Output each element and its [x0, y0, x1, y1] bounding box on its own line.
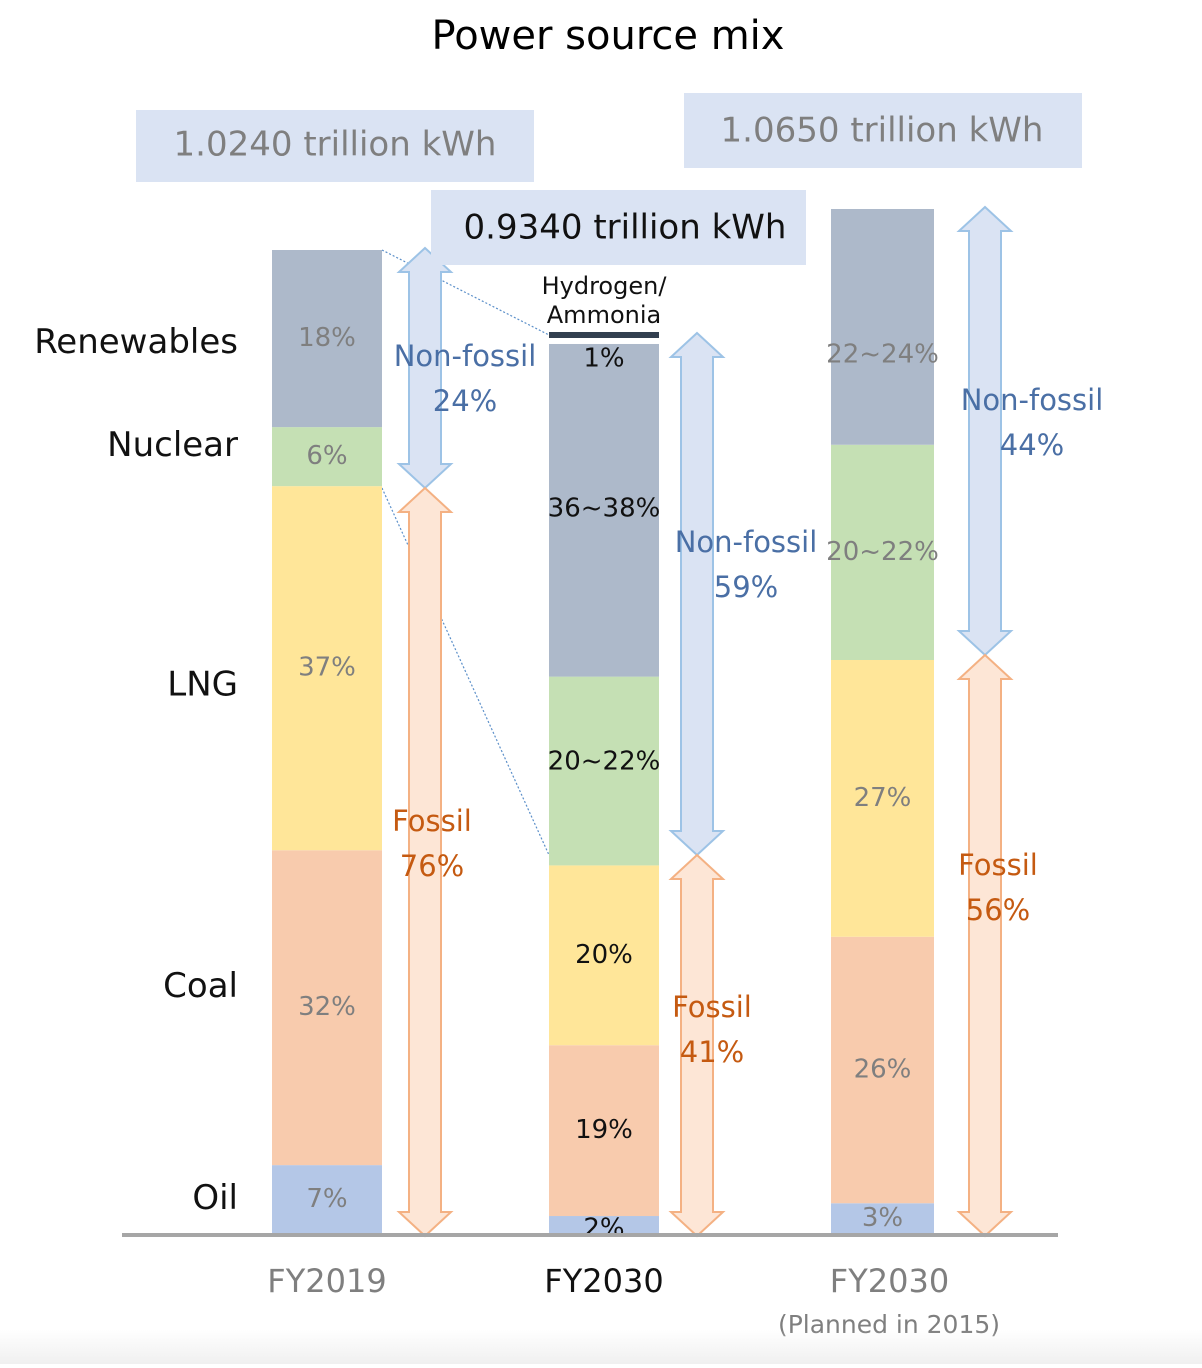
- bar-2-group-pct-0: 44%: [1000, 428, 1064, 462]
- bar-1-value-label-0: 2%: [583, 1214, 624, 1244]
- bar-0-total-box: [136, 110, 534, 182]
- bar-0-value-label-3: 6%: [306, 441, 347, 471]
- x-tick-sublabel-2: (Planned in 2015): [778, 1310, 1000, 1339]
- bar-0-value-label-0: 7%: [306, 1184, 347, 1214]
- bar-0-segment-renewables: [272, 250, 382, 428]
- bar-2-group-name-1: Fossil: [958, 848, 1038, 882]
- bar-1-segment-lng: [549, 865, 659, 1046]
- bar-1-group-name-1: Fossil: [672, 990, 752, 1024]
- bar-1-value-label-4: 36~38%: [548, 494, 661, 524]
- bar-2-group-pct-1: 56%: [966, 893, 1030, 927]
- category-label-oil: Oil: [192, 1178, 238, 1218]
- category-label-renewables: Renewables: [34, 322, 238, 362]
- bar-2-value-label-4: 22~24%: [826, 340, 939, 370]
- guide-line-bottom: [381, 487, 550, 856]
- bar-1-group-name-0: Non-fossil: [675, 525, 818, 559]
- category-label-coal: Coal: [163, 966, 238, 1006]
- bar-1-segment-hydrogen-ammonia: [549, 332, 659, 338]
- bar-2-value-label-0: 3%: [862, 1203, 903, 1233]
- bar-2-segment-nuclear: [831, 444, 934, 660]
- bar-1-value-label-5: 1%: [583, 344, 624, 374]
- category-label-lng: LNG: [167, 665, 238, 705]
- guide-line-top: [381, 249, 550, 336]
- bar-1-group-pct-0: 59%: [714, 570, 778, 604]
- bar-0-segment-lng: [272, 486, 382, 851]
- bar-2-value-label-1: 26%: [854, 1055, 912, 1085]
- bar-2-value-label-2: 27%: [854, 783, 912, 813]
- bar-1-segment-oil: [549, 1216, 659, 1234]
- bar-0-segment-coal: [272, 850, 382, 1166]
- bar-2-value-label-3: 20~22%: [826, 537, 939, 567]
- bar-0-segment-oil: [272, 1165, 382, 1234]
- bar-1-total-label: 0.9340 trillion kWh: [464, 208, 787, 248]
- bar-0-group-pct-1: 76%: [400, 849, 464, 883]
- category-label-nuclear: Nuclear: [107, 425, 238, 465]
- bar-0-group-pct-0: 24%: [433, 384, 497, 418]
- bar-0-value-label-4: 18%: [298, 323, 356, 353]
- x-tick-label-1: FY2030: [544, 1262, 663, 1300]
- x-tick-label-0: FY2019: [267, 1262, 386, 1300]
- bar-1-total-box: [431, 190, 806, 265]
- bar-2-segment-coal: [831, 936, 934, 1204]
- bar-1-segment-coal: [549, 1045, 659, 1217]
- bar-0-value-label-2: 37%: [298, 653, 356, 683]
- bar-1-value-label-3: 20~22%: [548, 747, 661, 777]
- x-tick-label-2: FY2030: [830, 1262, 949, 1300]
- bar-2-group-name-0: Non-fossil: [961, 383, 1104, 417]
- bar-2-total-label: 1.0650 trillion kWh: [721, 111, 1044, 151]
- bar-2-segment-oil: [831, 1203, 934, 1234]
- bar-1-value-label-2: 20%: [575, 940, 633, 970]
- bar-1-segment-nuclear: [549, 676, 659, 866]
- hydrogen-annotation-line-0: Hydrogen/: [542, 272, 668, 300]
- bar-2-segment-renewables: [831, 209, 934, 445]
- bar-0-group-name-1: Fossil: [392, 804, 472, 838]
- chart-title: Power source mix: [432, 13, 785, 59]
- bar-2-total-box: [684, 93, 1082, 168]
- bar-0-group-name-0: Non-fossil: [394, 339, 537, 373]
- bar-2-segment-lng: [831, 660, 934, 937]
- bar-1-value-label-1: 19%: [575, 1115, 633, 1145]
- bar-0-value-label-1: 32%: [298, 992, 356, 1022]
- bar-1-segment-renewables: [549, 343, 659, 677]
- bar-0-segment-nuclear: [272, 427, 382, 487]
- bar-0-total-label: 1.0240 trillion kWh: [174, 125, 497, 165]
- bar-2-fossil-arrow: [956, 653, 1014, 1238]
- hydrogen-annotation-line-1: Ammonia: [547, 301, 661, 329]
- bar-1-group-pct-1: 41%: [680, 1035, 744, 1069]
